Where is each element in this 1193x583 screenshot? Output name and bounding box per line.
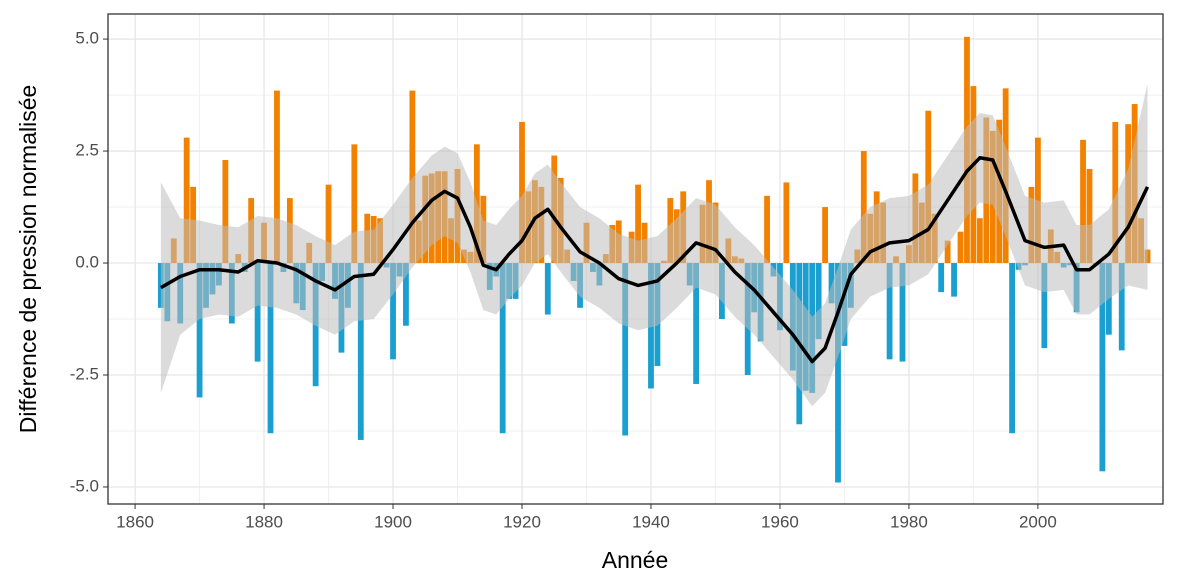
x-tick-label: 1860 <box>116 512 154 531</box>
bar <box>938 263 945 293</box>
bar <box>828 263 835 304</box>
bar <box>1099 263 1106 472</box>
y-tick-label: -5.0 <box>70 476 99 495</box>
bar <box>1086 168 1093 264</box>
smooth-line <box>160 156 1150 364</box>
bar <box>886 263 893 360</box>
bar <box>325 184 332 264</box>
bar <box>860 151 867 264</box>
bar <box>835 263 841 483</box>
bar <box>267 263 274 434</box>
bar <box>1080 139 1086 264</box>
bar <box>390 263 396 360</box>
bar <box>544 263 551 315</box>
bar <box>957 231 964 264</box>
bar <box>635 184 641 264</box>
bar <box>764 195 770 264</box>
x-tick-label: 1980 <box>890 512 928 531</box>
confidence-band <box>160 83 1148 407</box>
bar <box>815 263 822 340</box>
bar <box>222 160 229 264</box>
x-tick-label: 1940 <box>632 512 670 531</box>
bar <box>1041 263 1048 349</box>
x-tick-label: 2000 <box>1019 512 1057 531</box>
y-tick-label: 2.5 <box>75 141 99 160</box>
bar <box>519 121 525 264</box>
bar <box>622 263 629 436</box>
y-tick-label: 5.0 <box>75 29 99 48</box>
bar <box>944 240 951 264</box>
bar <box>822 207 828 264</box>
bar <box>499 263 506 434</box>
bar <box>1009 263 1016 434</box>
bar <box>351 144 358 264</box>
bar <box>357 263 364 440</box>
y-axis-title: Différence de pression normalisée <box>15 85 41 434</box>
bar <box>1112 121 1119 264</box>
y-tick-label: 0.0 <box>75 253 99 272</box>
x-tick-label: 1880 <box>245 512 283 531</box>
bar <box>976 218 983 264</box>
bar <box>448 218 454 264</box>
x-tick-label: 1960 <box>761 512 799 531</box>
bar <box>274 90 280 264</box>
bar <box>783 182 790 264</box>
bar <box>409 90 416 264</box>
bar <box>951 263 957 297</box>
bar <box>1118 263 1125 351</box>
x-tick-label: 1920 <box>503 512 541 531</box>
x-axis-title: Année <box>602 547 669 573</box>
bar <box>899 263 906 362</box>
x-tick-label: 1900 <box>374 512 412 531</box>
y-tick-label: -2.5 <box>70 364 99 383</box>
panel-border <box>107 13 1164 505</box>
bar <box>254 263 261 362</box>
bar <box>183 137 190 264</box>
bar <box>693 263 700 384</box>
bar <box>403 263 409 326</box>
bar <box>196 263 203 398</box>
